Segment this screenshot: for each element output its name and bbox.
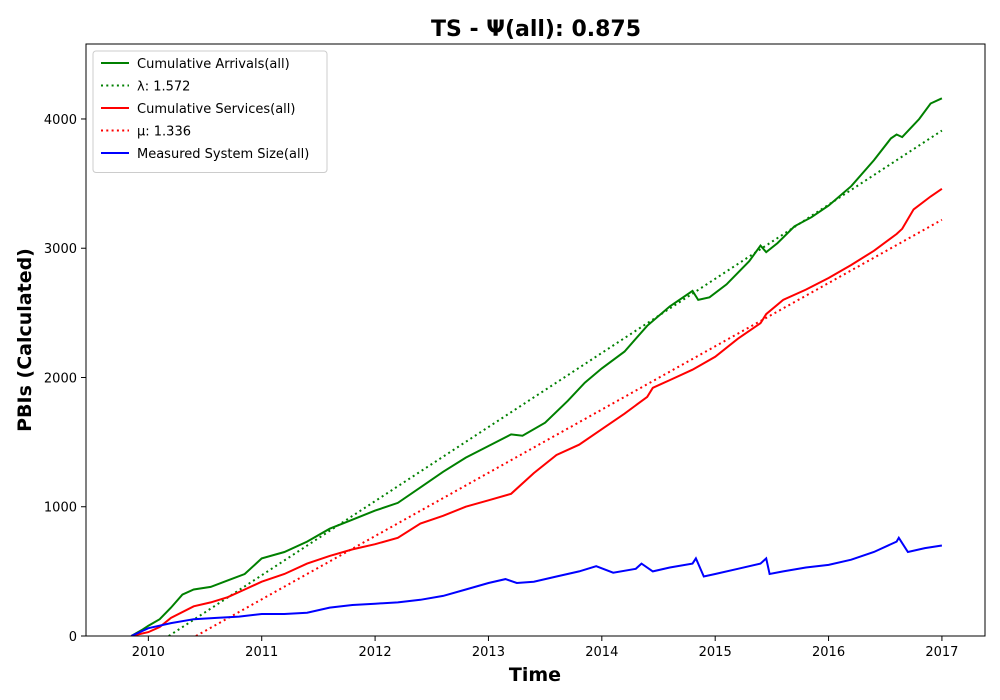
series-line-cumulative-arrivals-all: [130, 97, 943, 636]
x-tick-label: 2015: [699, 645, 732, 660]
legend-label: Cumulative Services(all): [137, 102, 295, 117]
y-axis: 0 1000 2000 3000 4000: [44, 113, 86, 645]
legend-label: λ: 1.572: [137, 80, 190, 95]
series-line-measured-system-size-all: [130, 535, 943, 636]
series-line-1-572: [168, 129, 943, 636]
y-tick-label: 2000: [44, 371, 77, 386]
legend-label: μ: 1.336: [137, 125, 191, 140]
y-axis-label: PBIs (Calculated): [14, 248, 36, 432]
x-tick-label: 2010: [132, 645, 165, 660]
y-tick-label: 1000: [44, 501, 77, 516]
y-tick-label: 0: [69, 630, 77, 645]
legend-label: Cumulative Arrivals(all): [137, 57, 290, 72]
axes-frame: [85, 43, 986, 637]
legend-box: [92, 50, 328, 173]
x-tick-label: 2011: [245, 645, 278, 660]
series-line-1-336: [195, 218, 943, 636]
x-tick-label: 2014: [585, 645, 618, 660]
x-axis-label: Time: [509, 664, 561, 686]
plot-area: [130, 97, 943, 636]
y-tick-label: 3000: [44, 242, 77, 257]
x-tick-label: 2012: [359, 645, 392, 660]
y-tick-label: 4000: [44, 113, 77, 128]
x-axis: 2010 2011 2012 2013 2014 2015 2016 2017: [132, 636, 958, 660]
x-tick-label: 2013: [472, 645, 505, 660]
series-line-cumulative-services-all: [131, 187, 943, 636]
legend: Cumulative Arrivals(all) λ: 1.572 Cumulati…: [92, 50, 328, 173]
x-tick-label: 2017: [925, 645, 958, 660]
legend-label: Measured System Size(all): [137, 147, 309, 162]
chart-title: TS - Ψ(all): 0.875: [431, 17, 641, 42]
x-tick-label: 2016: [812, 645, 845, 660]
